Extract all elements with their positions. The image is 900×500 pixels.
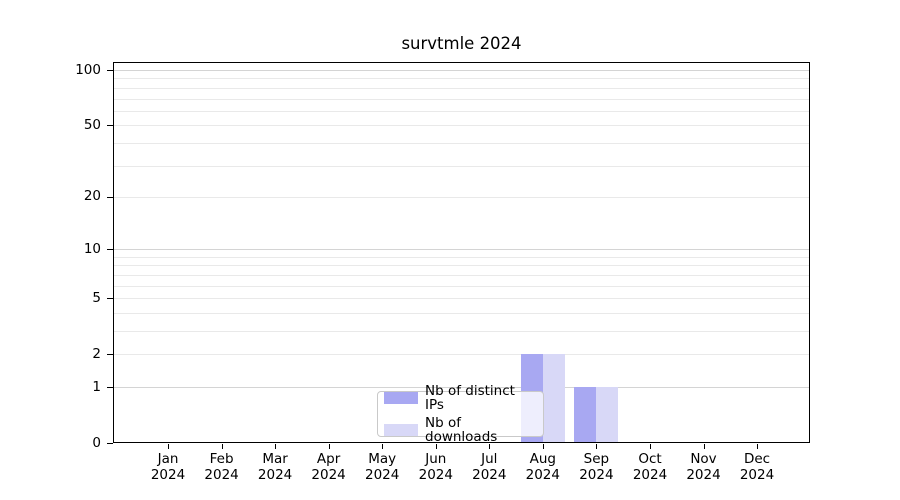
- y-tick-mark: [107, 354, 113, 356]
- minor-gridline: [114, 285, 809, 287]
- minor-gridline: [114, 298, 809, 300]
- x-tick-label: Jul 2024: [472, 451, 507, 483]
- y-tick-mark: [107, 387, 113, 388]
- bar-downloads: [596, 387, 619, 443]
- legend-label-downloads: Nb of downloads: [425, 415, 498, 445]
- x-tick-mark: [435, 444, 437, 449]
- y-tick-label: 20: [83, 188, 101, 205]
- x-tick-label: Jan 2024: [150, 451, 186, 483]
- legend-swatch-distinct-ips: [384, 392, 418, 404]
- x-tick-mark: [757, 444, 758, 449]
- x-tick-mark: [221, 444, 223, 449]
- major-gridline: [114, 249, 809, 251]
- minor-gridline: [114, 165, 809, 167]
- y-tick-label: 10: [83, 240, 101, 257]
- x-tick-mark: [275, 444, 277, 449]
- x-tick-mark: [596, 444, 598, 449]
- x-tick-label: Apr 2024: [311, 451, 346, 483]
- major-gridline: [114, 387, 809, 388]
- x-tick-mark: [703, 444, 705, 449]
- major-gridline: [114, 70, 809, 71]
- x-tick-label: Aug 2024: [525, 451, 560, 483]
- x-tick-label: May 2024: [365, 451, 400, 483]
- bar-distinct-ips: [574, 387, 597, 443]
- x-tick-mark: [542, 444, 544, 449]
- minor-gridline: [114, 87, 809, 89]
- x-tick-mark: [489, 444, 491, 449]
- minor-gridline: [114, 331, 809, 332]
- minor-gridline: [114, 196, 809, 198]
- y-tick-label: 50: [83, 116, 101, 133]
- legend-label-distinct-ips: Nb of distinct IPs: [425, 383, 515, 413]
- minor-gridline: [114, 265, 809, 267]
- y-tick-mark: [107, 298, 113, 300]
- minor-gridline: [114, 110, 809, 112]
- legend-item-distinct-ips: Nb of distinct IPs: [384, 384, 537, 412]
- minor-gridline: [114, 274, 809, 276]
- y-tick-label: 5: [92, 289, 101, 306]
- y-tick-label: 2: [92, 345, 101, 362]
- y-tick-label: 100: [75, 61, 101, 78]
- y-tick-mark: [107, 443, 113, 444]
- x-tick-label: Sep 2024: [579, 451, 614, 483]
- minor-gridline: [114, 256, 809, 258]
- minor-gridline: [114, 98, 809, 100]
- minor-gridline: [114, 354, 809, 356]
- legend-swatch-downloads: [384, 424, 418, 436]
- x-tick-mark: [382, 444, 384, 449]
- x-tick-mark: [168, 444, 169, 449]
- y-tick-label: 1: [92, 378, 101, 395]
- bar-downloads: [542, 354, 565, 443]
- y-tick-label: 0: [92, 434, 101, 451]
- x-tick-label: Nov 2024: [686, 451, 721, 483]
- x-tick-label: Mar 2024: [257, 451, 293, 483]
- minor-gridline: [114, 142, 809, 144]
- y-tick-mark: [107, 196, 113, 198]
- y-tick-mark: [107, 70, 113, 71]
- minor-gridline: [114, 125, 809, 127]
- x-tick-label: Oct 2024: [632, 451, 668, 483]
- x-tick-label: Jun 2024: [418, 451, 453, 483]
- legend-item-downloads: Nb of downloads: [384, 416, 537, 444]
- y-tick-mark: [107, 249, 113, 251]
- y-tick-mark: [107, 125, 113, 127]
- x-tick-mark: [328, 444, 330, 449]
- chart-title: survtmle 2024: [401, 34, 522, 53]
- x-tick-label: Dec 2024: [739, 451, 775, 483]
- minor-gridline: [114, 312, 809, 314]
- minor-gridline: [114, 78, 809, 80]
- legend: Nb of distinct IPs Nb of downloads: [377, 384, 544, 444]
- x-tick-label: Feb 2024: [204, 451, 239, 483]
- x-tick-mark: [650, 444, 651, 449]
